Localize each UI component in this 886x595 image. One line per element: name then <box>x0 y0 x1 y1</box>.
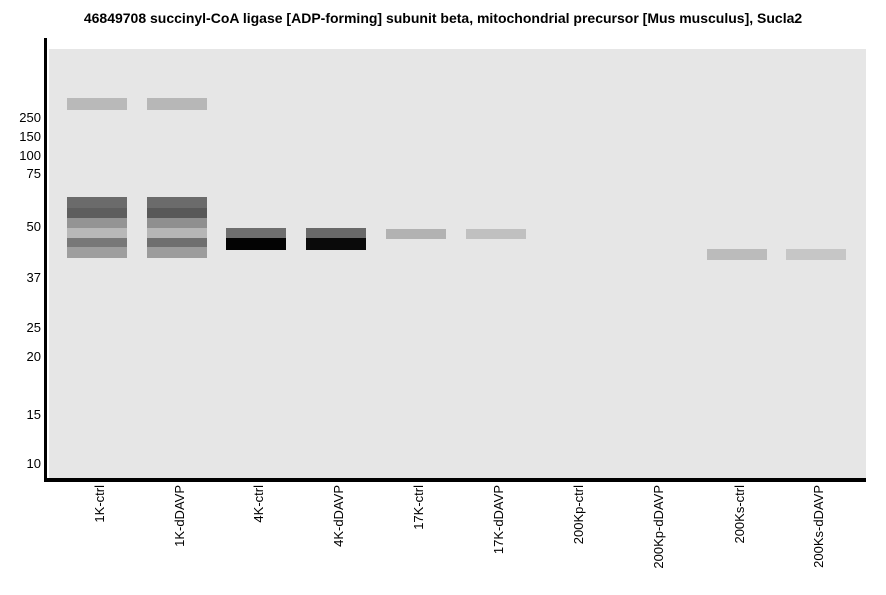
lane-label-text: 200Kp-ctrl <box>571 485 586 545</box>
y-tick-label-15: 15 <box>26 407 41 422</box>
lane-label-text: 1K-dDAVP <box>172 485 187 547</box>
gel-band-4K-dDAVP <box>306 228 366 238</box>
lane-label-text: 200Ks-dDAVP <box>811 485 826 568</box>
gel-band-200Ks-ctrl <box>707 249 767 260</box>
gel-band-4K-ctrl <box>226 228 286 238</box>
gel-band-1K-dDAVP <box>147 98 207 110</box>
gel-band-1K-ctrl <box>67 238 127 247</box>
gel-band-1K-dDAVP <box>147 208 207 218</box>
gel-band-1K-dDAVP <box>147 228 207 238</box>
gel-band-1K-dDAVP <box>147 238 207 247</box>
gel-band-17K-ctrl <box>386 229 446 239</box>
lane-label-text: 17K-ctrl <box>411 485 426 530</box>
gel-band-17K-dDAVP <box>466 229 526 239</box>
y-tick-label-25: 25 <box>26 320 41 335</box>
figure-title: 46849708 succinyl-CoA ligase [ADP-formin… <box>83 10 803 26</box>
lane-label-text: 4K-ctrl <box>251 485 266 523</box>
gel-band-1K-ctrl <box>67 197 127 208</box>
gel-band-1K-ctrl <box>67 228 127 238</box>
lane-label-text: 1K-ctrl <box>92 485 107 523</box>
y-tick-label-100: 100 <box>19 148 41 163</box>
gel-band-1K-dDAVP <box>147 218 207 228</box>
lane-label-text: 17K-dDAVP <box>491 485 506 555</box>
lane-label-text: 4K-dDAVP <box>331 485 346 547</box>
lane-label-text: 200Kp-dDAVP <box>651 485 666 569</box>
plot-area <box>49 49 866 478</box>
y-axis-line <box>44 38 47 482</box>
gel-band-4K-ctrl <box>226 238 286 250</box>
y-tick-label-37: 37 <box>26 270 41 285</box>
gel-band-1K-ctrl <box>67 208 127 218</box>
gel-band-4K-dDAVP <box>306 238 366 250</box>
y-tick-label-75: 75 <box>26 166 41 181</box>
y-tick-label-50: 50 <box>26 219 41 234</box>
y-tick-label-10: 10 <box>26 456 41 471</box>
y-tick-label-250: 250 <box>19 110 41 125</box>
y-tick-label-150: 150 <box>19 129 41 144</box>
gel-band-200Ks-dDAVP <box>786 249 846 260</box>
x-axis-line <box>44 478 866 482</box>
y-tick-label-20: 20 <box>26 349 41 364</box>
gel-band-1K-dDAVP <box>147 247 207 258</box>
gel-band-1K-dDAVP <box>147 197 207 208</box>
gel-band-1K-ctrl <box>67 98 127 110</box>
gel-band-1K-ctrl <box>67 218 127 228</box>
gel-band-1K-ctrl <box>67 247 127 258</box>
lane-label-text: 200Ks-ctrl <box>732 485 747 544</box>
